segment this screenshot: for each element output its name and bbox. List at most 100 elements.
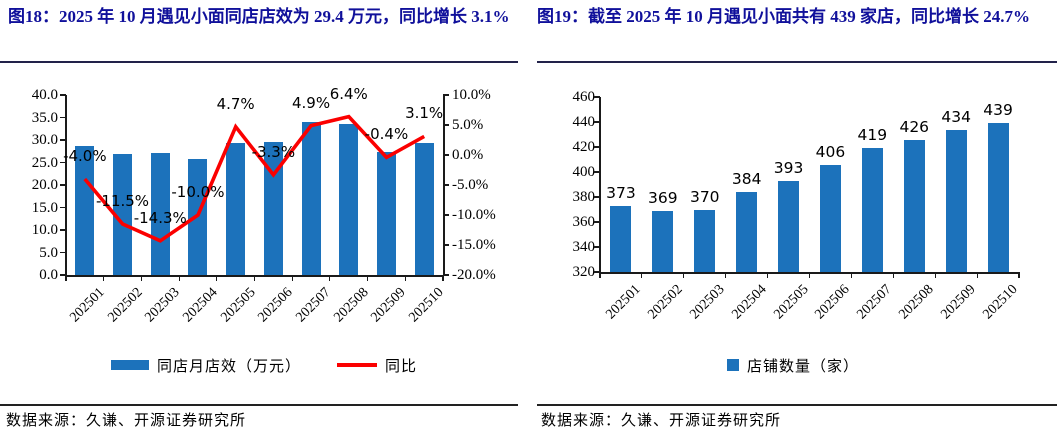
y-axis-tick-mark	[60, 116, 66, 119]
y-axis-tick-mark	[60, 274, 66, 276]
bar	[778, 180, 800, 272]
bar	[945, 129, 967, 272]
x-axis-tick-mark	[253, 275, 256, 281]
x-axis-tick-mark	[65, 275, 67, 281]
line-point-label: -14.3%	[133, 208, 187, 227]
y-axis-tick-mark	[594, 221, 600, 223]
fig18-title-rule	[0, 61, 518, 63]
y-axis-tick-mark	[60, 206, 66, 209]
x-axis-tick-mark	[808, 272, 811, 278]
bar-value-label: 419	[857, 126, 888, 145]
bar-value-label: 370	[689, 187, 720, 206]
y-axis-line	[65, 95, 67, 276]
bar-value-label: 439	[983, 101, 1013, 120]
x-axis-tick-mark	[178, 275, 180, 281]
x-axis-tick-mark	[1018, 272, 1020, 278]
bar	[339, 124, 359, 275]
y-axis-tick-mark	[594, 121, 600, 123]
y-axis-tick-label: 40.0	[31, 87, 58, 103]
fig18-title: 图18：2025 年 10 月遇见小面同店店效为 29.4 万元，同比增长 3.…	[8, 7, 510, 26]
right-axis-tick-label: -10.0%	[452, 207, 496, 223]
fig19-title: 图19：截至 2025 年 10 月遇见小面共有 439 家店，同比增长 24.…	[537, 7, 1030, 26]
bar	[263, 142, 283, 275]
fig19-title-rule	[537, 61, 1057, 63]
y-axis-line	[599, 97, 601, 273]
x-axis-tick-mark	[404, 275, 406, 281]
y-axis-tick-label: 5.0	[39, 244, 58, 261]
line-point-label: -11.5%	[96, 192, 150, 210]
y-axis-tick-mark	[594, 271, 600, 273]
y-axis-tick-label: 380	[572, 189, 596, 205]
bar-value-label: 426	[899, 117, 930, 136]
y-axis-tick-mark	[60, 161, 66, 164]
y-axis-tick-label: 20.0	[31, 177, 58, 193]
y-axis-tick-label: 35.0	[31, 109, 58, 126]
panel-fig18: 图18：2025 年 10 月遇见小面同店店效为 29.4 万元，同比增长 3.…	[0, 0, 528, 436]
right-axis-tick-mark	[443, 154, 449, 156]
right-axis-tick-mark	[443, 274, 449, 276]
right-axis-line	[443, 95, 445, 275]
x-axis-tick-mark	[725, 272, 727, 278]
bar	[987, 123, 1009, 272]
y-axis-tick-label: 460	[572, 89, 596, 105]
right-axis-tick-label: 10.0%	[452, 87, 491, 103]
bar-legend-label: 同店月店效（万元）	[156, 358, 301, 375]
y-axis-tick-mark	[60, 229, 66, 231]
x-axis-tick-mark	[934, 272, 936, 278]
fig18-source-rule	[0, 404, 518, 406]
bar-value-label: 406	[815, 142, 846, 161]
right-axis-tick-mark	[443, 124, 449, 126]
line-point-label: -0.4%	[364, 125, 409, 144]
y-axis-tick-label: 30.0	[31, 132, 58, 148]
y-axis-tick-mark	[60, 139, 66, 141]
right-axis-tick-label: 0.0%	[452, 147, 484, 163]
bar-value-label: 369	[648, 188, 678, 207]
x-axis-tick-mark	[683, 272, 685, 278]
y-axis-tick-mark	[594, 146, 600, 148]
x-axis-tick-mark	[599, 272, 601, 278]
bar-value-label: 373	[606, 183, 636, 202]
x-axis-tick-mark	[892, 272, 894, 278]
y-axis-tick-label: 400	[572, 164, 596, 180]
y-axis-tick-label: 0.0	[39, 267, 58, 283]
bar-value-label: 434	[941, 107, 971, 126]
line-point-label: 4.9%	[291, 93, 331, 112]
fig19-chart: 460 440 420 400 380 360 340 320 202501 202502 2025…	[529, 0, 1057, 436]
y-axis-tick-mark	[594, 96, 600, 98]
line-point-label: -10.0%	[171, 183, 225, 201]
right-axis-tick-mark	[443, 94, 449, 96]
y-axis-tick-label: 320	[572, 264, 596, 280]
right-axis-tick-mark	[443, 214, 449, 216]
bar	[903, 139, 925, 272]
x-axis-tick-mark	[367, 275, 369, 281]
x-axis-tick-mark	[641, 272, 643, 278]
bar-legend-swatch	[110, 360, 149, 370]
x-axis-tick-mark	[103, 275, 105, 281]
bar	[610, 205, 632, 272]
fig18-chart: 40.0 35.0 30.0 25.0 20.0 15.0 10.0 5.0 0.0 10.0% 5…	[0, 0, 528, 436]
x-axis-tick-mark	[291, 275, 293, 281]
y-axis-tick-label: 440	[572, 114, 596, 130]
y-axis-tick-label: 15.0	[31, 199, 58, 216]
line-point-label: -4.0%	[63, 147, 107, 165]
x-axis-tick-mark	[329, 275, 331, 281]
line-legend-swatch	[337, 363, 377, 367]
right-axis-tick-label: 5.0%	[452, 117, 484, 133]
bar	[861, 148, 883, 272]
fig19-source: 数据来源：久谦、开源证券研究所	[541, 413, 782, 429]
line-legend-label: 同比	[385, 358, 418, 375]
y-axis-tick-label: 360	[572, 214, 596, 230]
x-axis-tick-mark	[140, 275, 142, 281]
bar	[226, 143, 246, 275]
bar-legend-swatch	[726, 359, 739, 371]
y-axis-tick-mark	[60, 94, 66, 96]
x-axis-tick-mark	[767, 272, 769, 278]
bar	[736, 192, 758, 272]
line-point-label: 4.7%	[216, 94, 255, 113]
line-point-label: -3.3%	[251, 142, 296, 161]
y-axis-tick-mark	[594, 196, 600, 198]
bar-value-label: 393	[773, 158, 804, 177]
y-axis-tick-mark	[60, 184, 66, 186]
y-axis-tick-label: 420	[572, 139, 596, 155]
